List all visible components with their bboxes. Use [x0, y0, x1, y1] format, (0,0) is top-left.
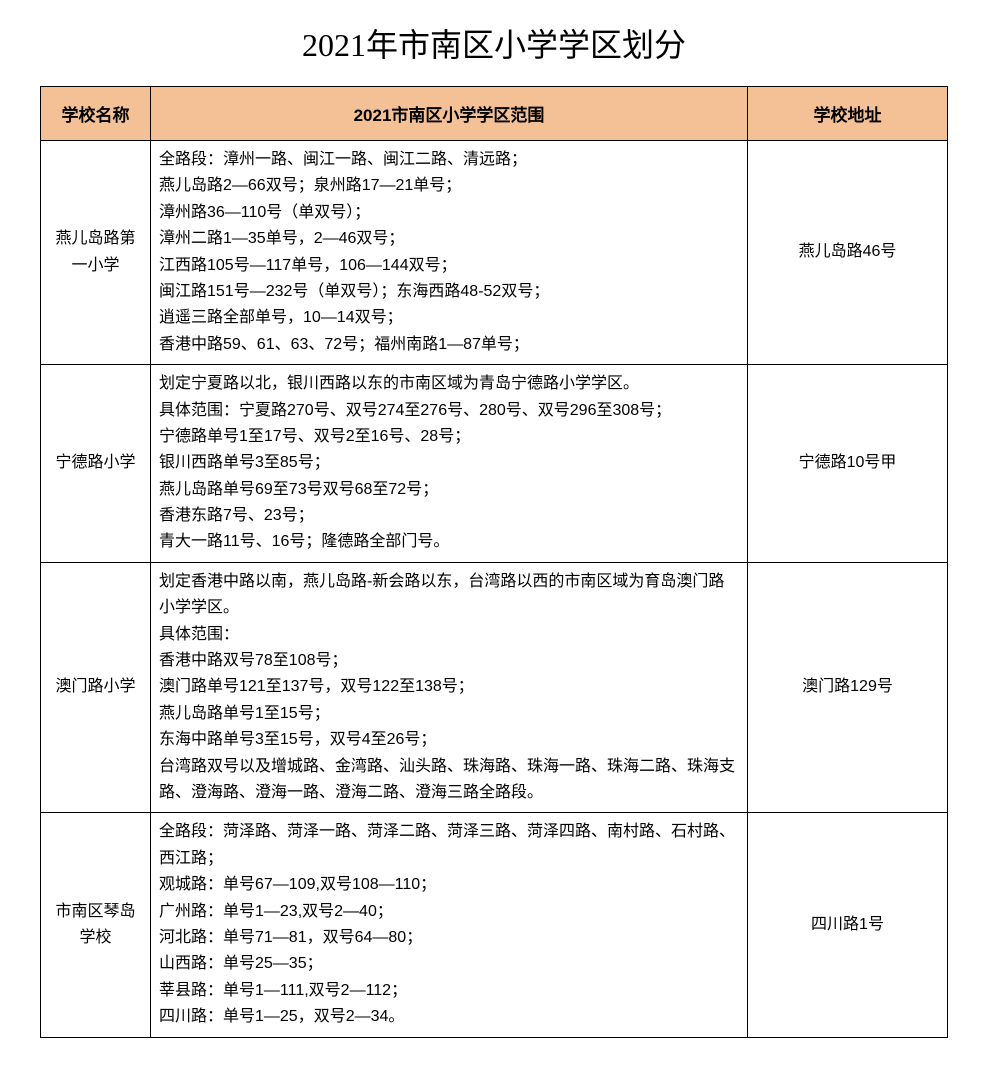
school-range-cell: 划定香港中路以南，燕儿岛路-新会路以东，台湾路以西的市南区域为育岛澳门路小学学区… [151, 562, 748, 813]
school-range-cell: 全路段：菏泽路、菏泽一路、菏泽二路、菏泽三路、菏泽四路、南村路、石村路、西江路；… [151, 813, 748, 1037]
table-row: 宁德路小学划定宁夏路以北，银川西路以东的市南区域为青岛宁德路小学学区。具体范围：… [41, 365, 948, 563]
table-row: 澳门路小学划定香港中路以南，燕儿岛路-新会路以东，台湾路以西的市南区域为育岛澳门… [41, 562, 948, 813]
table-header-row: 学校名称 2021市南区小学学区范围 学校地址 [41, 87, 948, 141]
school-range-cell: 全路段：漳州一路、闽江一路、闽江二路、清远路；燕儿岛路2—66双号；泉州路17—… [151, 141, 748, 365]
district-table: 学校名称 2021市南区小学学区范围 学校地址 燕儿岛路第一小学全路段：漳州一路… [40, 86, 948, 1038]
school-address-cell: 澳门路129号 [748, 562, 948, 813]
school-address-cell: 燕儿岛路46号 [748, 141, 948, 365]
page-title: 2021年市南区小学学区划分 [40, 20, 948, 66]
table-row: 燕儿岛路第一小学全路段：漳州一路、闽江一路、闽江二路、清远路；燕儿岛路2—66双… [41, 141, 948, 365]
school-name-cell: 澳门路小学 [41, 562, 151, 813]
school-range-cell: 划定宁夏路以北，银川西路以东的市南区域为青岛宁德路小学学区。具体范围：宁夏路27… [151, 365, 748, 563]
school-name-cell: 宁德路小学 [41, 365, 151, 563]
school-address-cell: 宁德路10号甲 [748, 365, 948, 563]
header-school-range: 2021市南区小学学区范围 [151, 87, 748, 141]
school-name-cell: 燕儿岛路第一小学 [41, 141, 151, 365]
school-name-cell: 市南区琴岛学校 [41, 813, 151, 1037]
table-body: 燕儿岛路第一小学全路段：漳州一路、闽江一路、闽江二路、清远路；燕儿岛路2—66双… [41, 141, 948, 1038]
table-row: 市南区琴岛学校全路段：菏泽路、菏泽一路、菏泽二路、菏泽三路、菏泽四路、南村路、石… [41, 813, 948, 1037]
school-address-cell: 四川路1号 [748, 813, 948, 1037]
header-school-address: 学校地址 [748, 87, 948, 141]
header-school-name: 学校名称 [41, 87, 151, 141]
